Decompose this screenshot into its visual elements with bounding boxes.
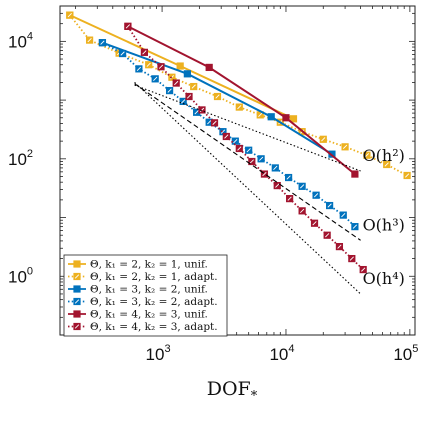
data-point	[351, 170, 359, 178]
legend-label: Θ, k₁ = 4, k₂ = 3, unif.	[90, 309, 208, 321]
x-tick-label: 105	[393, 343, 418, 364]
legend-label: Θ, k₁ = 4, k₂ = 3, adapt.	[90, 321, 218, 333]
series-line	[127, 25, 356, 175]
series-4	[98, 39, 359, 231]
data-point	[73, 260, 81, 268]
data-point	[176, 62, 184, 70]
data-point	[183, 70, 191, 78]
legend-label: Θ, k₁ = 3, k₂ = 2, adapt.	[90, 296, 218, 308]
legend-label: Θ, k₁ = 3, k₂ = 2, unif.	[90, 284, 208, 296]
x-tick-labels: 103 104 105	[146, 343, 419, 364]
legend-entry: Θ, k₁ = 3, k₂ = 2, adapt.	[68, 296, 218, 308]
reference-line-label: O(h³)	[363, 215, 405, 234]
data-point	[73, 310, 81, 318]
legend-box	[63, 254, 228, 337]
reference-line-2: O(h³)	[134, 83, 405, 241]
reference-slope-line	[134, 83, 361, 241]
data-point	[73, 285, 81, 293]
legend-entry: Θ, k₁ = 4, k₂ = 3, unif.	[68, 309, 208, 321]
legend-entry: Θ, k₁ = 3, k₂ = 2, unif.	[68, 284, 208, 296]
series-line	[102, 41, 333, 156]
reference-line-label: O(h⁴)	[363, 269, 405, 288]
series-line	[69, 14, 408, 177]
series-6	[124, 22, 367, 274]
legend: Θ, k₁ = 2, k₂ = 1, unif.Θ, k₁ = 2, k₂ = …	[63, 254, 228, 337]
reference-line-label: O(h²)	[363, 146, 405, 165]
legend-entry: Θ, k₁ = 4, k₂ = 3, adapt.	[68, 321, 218, 333]
y-tick-label: 102	[8, 148, 33, 169]
legend-label: Θ, k₁ = 2, k₂ = 1, adapt.	[90, 271, 218, 283]
x-tick-label: 103	[146, 343, 171, 364]
data-point	[267, 113, 275, 121]
reference-lines: O(h²) O(h³) O(h⁴)	[134, 81, 405, 295]
legend-label: Θ, k₁ = 2, k₂ = 1, unif.	[90, 259, 208, 271]
legend-entry: Θ, k₁ = 2, k₂ = 1, adapt.	[68, 271, 218, 283]
y-tick-label: 104	[8, 30, 33, 51]
x-axis-title: DOF*	[207, 378, 258, 404]
y-tick-labels: 100 102 104	[8, 30, 33, 286]
reference-line-1: O(h²)	[134, 84, 405, 172]
data-point	[289, 115, 298, 123]
data-point	[205, 63, 213, 72]
x-tick-label: 104	[269, 343, 294, 364]
series-layer	[66, 11, 411, 274]
reference-line-3: O(h⁴)	[134, 81, 405, 295]
legend-entry: Θ, k₁ = 2, k₂ = 1, unif.	[68, 259, 208, 271]
data-point	[282, 114, 290, 122]
y-tick-label: 100	[8, 265, 33, 286]
